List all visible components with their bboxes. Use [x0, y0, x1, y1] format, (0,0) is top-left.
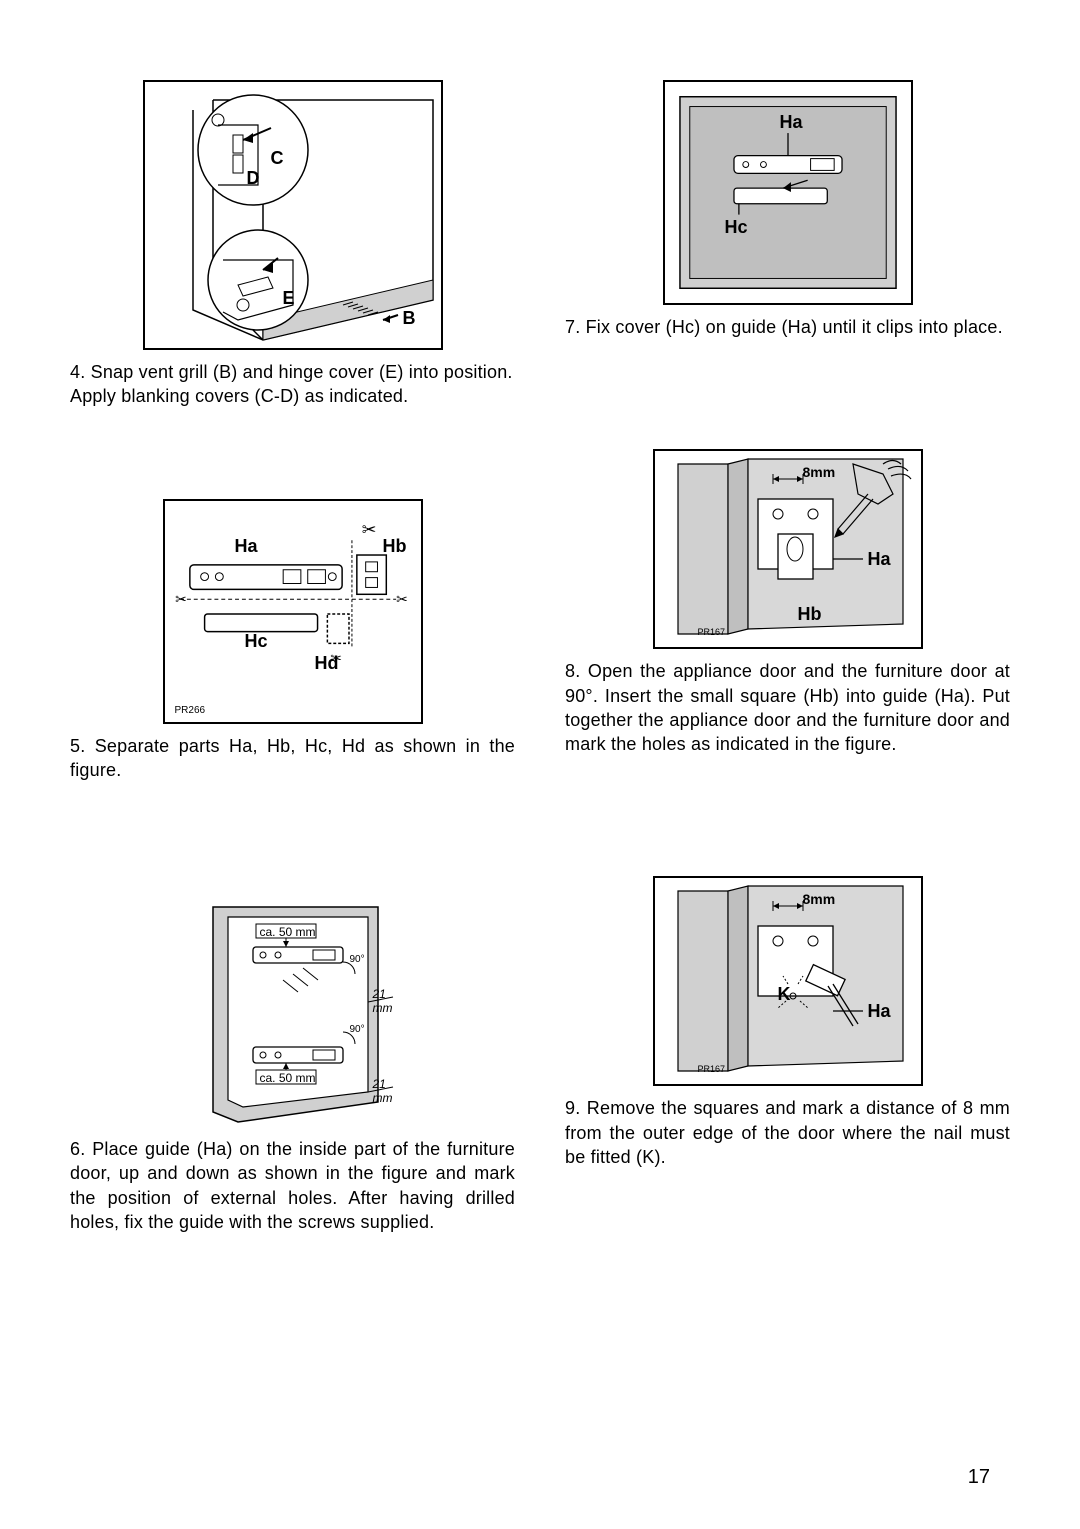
step-9-figure: 8mm K Ha PR167	[653, 876, 923, 1086]
svg-text:✂: ✂	[361, 519, 376, 539]
label-d: D	[247, 168, 260, 189]
step-4-figure: C D E B	[143, 80, 443, 350]
step-7-figure: Ha Hc	[663, 80, 913, 305]
step-4-svg	[143, 80, 443, 350]
label-c: C	[271, 148, 284, 169]
label-hb-5: Hb	[383, 536, 407, 557]
right-column: Ha Hc 7. Fix cover (Hc) on guide (Ha) un…	[565, 80, 1010, 1284]
step-6-caption: 6. Place guide (Ha) on the inside part o…	[70, 1137, 515, 1234]
step-7-text: 7. Fix cover (Hc) on guide (Ha) until it…	[565, 317, 1003, 337]
step-5-caption: 5. Separate parts Ha, Hb, Hc, Hd as show…	[70, 734, 515, 783]
label-b: B	[403, 308, 416, 329]
step-4-caption: 4. Snap vent grill (B) and hinge cover (…	[70, 360, 515, 409]
label-ha-9: Ha	[868, 1001, 891, 1022]
page-number: 17	[968, 1466, 990, 1489]
svg-text:✂: ✂	[175, 592, 187, 607]
step-8-text: 8. Open the appliance door and the furni…	[565, 661, 1010, 754]
label-8mm-8: 8mm	[803, 464, 836, 480]
label-90t: 90°	[350, 954, 365, 965]
step-9-block: 8mm K Ha PR167 9. Remove the squares and…	[565, 876, 1010, 1169]
step-8-figure: 8mm Ha Hb PR167	[653, 449, 923, 649]
step-8-block: 8mm Ha Hb PR167 8. Open the appliance do…	[565, 449, 1010, 756]
label-90b: 90°	[350, 1024, 365, 1035]
step-7-block: Ha Hc 7. Fix cover (Hc) on guide (Ha) un…	[565, 80, 1010, 339]
label-8mm-9: 8mm	[803, 891, 836, 907]
label-hd-5: Hd	[315, 653, 339, 674]
step-5-figure: ✂ ✂ ✂ ✂ Ha Hb Hc Hd PR266	[163, 499, 423, 724]
step-9-caption: 9. Remove the squares and mark a distanc…	[565, 1096, 1010, 1169]
svg-text:✂: ✂	[396, 592, 408, 607]
fig-code-5: PR266	[175, 705, 206, 716]
label-21b: 21 mm	[373, 1077, 408, 1105]
label-e: E	[283, 288, 295, 309]
label-ha-7: Ha	[780, 112, 803, 133]
page: C D E B 4. Snap vent grill (B) and hinge…	[0, 0, 1080, 1334]
step-6-block: ca. 50 mm ca. 50 mm 21 mm 21 mm 90° 90° …	[70, 892, 515, 1234]
step-9-text: 9. Remove the squares and mark a distanc…	[565, 1098, 1010, 1167]
step-9-svg	[653, 876, 923, 1086]
step-4-block: C D E B 4. Snap vent grill (B) and hinge…	[70, 80, 515, 409]
step-6-figure: ca. 50 mm ca. 50 mm 21 mm 21 mm 90° 90°	[178, 892, 408, 1127]
label-k-9: K	[778, 984, 791, 1005]
step-8-caption: 8. Open the appliance door and the furni…	[565, 659, 1010, 756]
step-6-text: 6. Place guide (Ha) on the inside part o…	[70, 1139, 515, 1232]
label-50t: ca. 50 mm	[260, 925, 316, 939]
step-4-text: 4. Snap vent grill (B) and hinge cover (…	[70, 362, 513, 406]
label-21t: 21 mm	[373, 987, 408, 1015]
label-hc-5: Hc	[245, 631, 268, 652]
label-hc-7: Hc	[725, 217, 748, 238]
step-5-block: ✂ ✂ ✂ ✂ Ha Hb Hc Hd PR266 5. Separate pa…	[70, 499, 515, 783]
label-ha-8: Ha	[868, 549, 891, 570]
label-hb-8: Hb	[798, 604, 822, 625]
label-ha-5: Ha	[235, 536, 258, 557]
fig-code-9: PR167	[698, 1064, 726, 1074]
label-50b: ca. 50 mm	[260, 1071, 316, 1085]
step-5-text: 5. Separate parts Ha, Hb, Hc, Hd as show…	[70, 736, 515, 780]
step-7-caption: 7. Fix cover (Hc) on guide (Ha) until it…	[565, 315, 1010, 339]
step-5-svg: ✂ ✂ ✂ ✂	[165, 501, 421, 722]
fig-code-8: PR167	[698, 627, 726, 637]
left-column: C D E B 4. Snap vent grill (B) and hinge…	[70, 80, 515, 1284]
